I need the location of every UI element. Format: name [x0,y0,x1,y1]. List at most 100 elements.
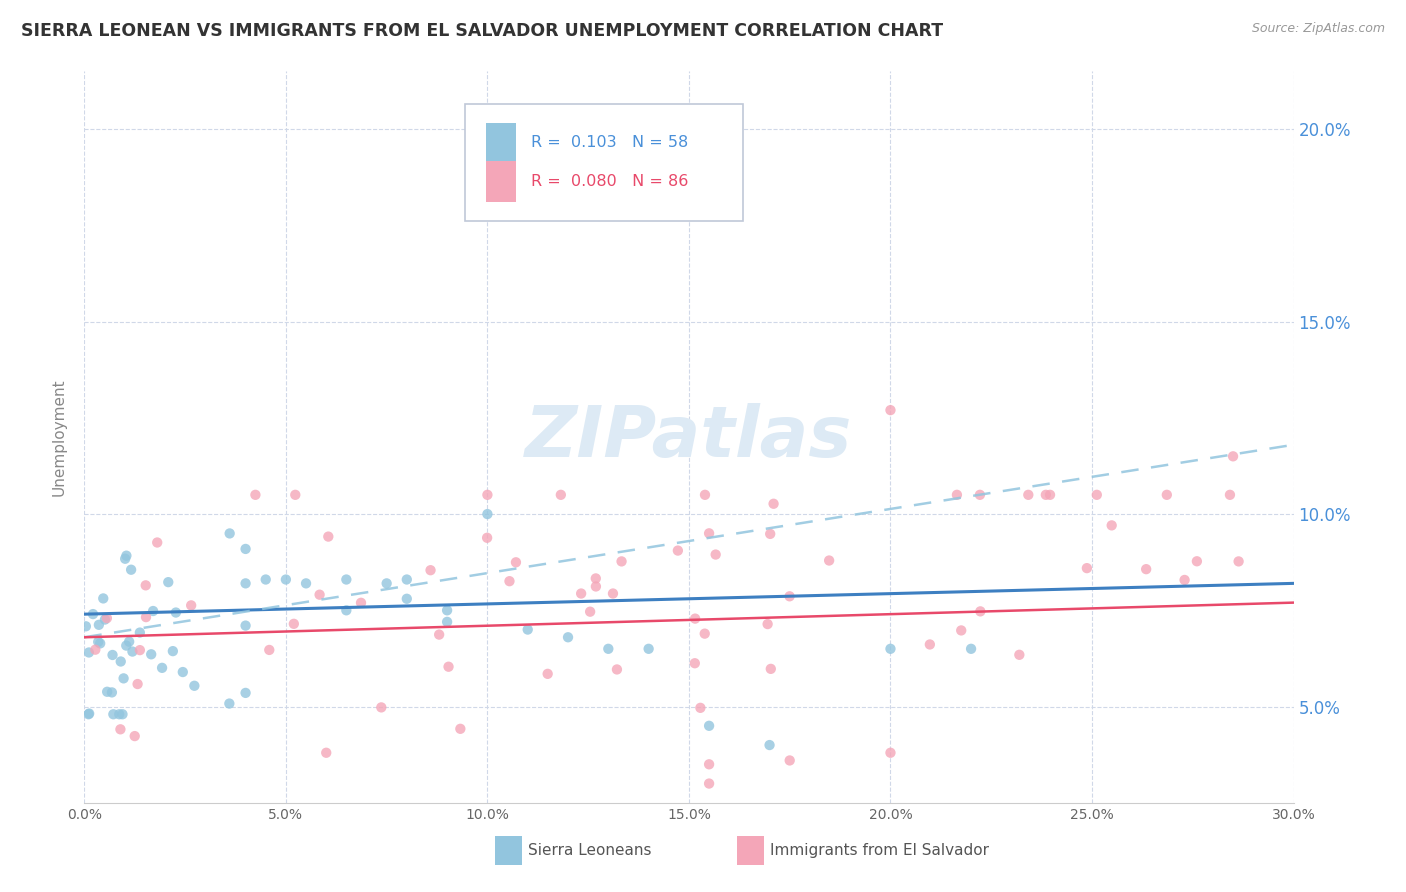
Point [118,634,141,648]
Point [183,679,205,693]
Point [157,575,180,590]
Text: R =  0.080   N = 86: R = 0.080 N = 86 [530,174,688,189]
Point [1008,648,1031,662]
Point [759,527,782,541]
Point [756,617,779,632]
Point [218,526,240,541]
Point [537,666,560,681]
Point [960,641,983,656]
Point [91,591,114,606]
Point [419,563,441,577]
Point [436,615,458,629]
Point [557,630,579,644]
Point [758,738,780,752]
Point [235,576,257,591]
Point [112,672,135,686]
Point [918,637,941,651]
Point [1185,554,1208,568]
Point [697,776,720,790]
Point [505,555,527,569]
Point [697,719,720,733]
Point [1219,488,1241,502]
Point [110,723,132,737]
Point [585,579,607,593]
Point [308,588,330,602]
Point [1076,561,1098,575]
Point [969,604,991,618]
Point [77,645,100,659]
Point [101,648,124,662]
Point [128,643,150,657]
Point [82,607,104,621]
Point [295,576,318,591]
Point [77,706,100,721]
Point [274,573,297,587]
Point [75,619,97,633]
Point [150,661,173,675]
Point [693,626,716,640]
Point [96,611,118,625]
Point [879,403,901,417]
Point [950,624,973,638]
Point [818,553,841,567]
Point [124,729,146,743]
Point [283,616,305,631]
Point [879,641,901,656]
Point [689,701,711,715]
Point [127,677,149,691]
Point [602,586,624,600]
FancyBboxPatch shape [465,104,744,221]
Point [1017,488,1039,502]
Point [128,625,150,640]
Point [1156,488,1178,502]
Point [1039,488,1062,502]
Point [759,662,782,676]
Point [350,596,373,610]
Point [120,563,142,577]
Point [89,636,111,650]
Point [84,642,107,657]
Point [1222,450,1244,464]
Point [762,497,785,511]
Point [259,643,281,657]
Point [779,754,801,768]
Point [683,657,706,671]
Point [1227,554,1250,568]
Point [427,627,450,641]
Point [165,606,187,620]
Point [579,605,602,619]
Point [697,526,720,541]
Point [585,571,607,585]
Point [693,488,716,502]
Point [96,685,118,699]
Point [142,604,165,618]
Point [235,618,257,632]
Point [437,659,460,673]
Point [235,541,257,556]
Point [1135,562,1157,576]
Text: R =  0.103   N = 58: R = 0.103 N = 58 [530,136,688,150]
Text: ZIPatlas: ZIPatlas [526,402,852,472]
Point [779,589,801,603]
Point [335,603,357,617]
Point [395,573,418,587]
Point [77,707,100,722]
Point [245,488,267,502]
Point [114,551,136,566]
Point [121,644,143,658]
Text: SIERRA LEONEAN VS IMMIGRANTS FROM EL SALVADOR UNEMPLOYMENT CORRELATION CHART: SIERRA LEONEAN VS IMMIGRANTS FROM EL SAL… [21,22,943,40]
FancyBboxPatch shape [495,836,522,865]
Point [879,746,901,760]
Point [610,554,633,568]
Point [135,578,157,592]
Point [375,576,398,591]
Point [101,685,124,699]
Point [550,488,572,502]
Point [87,635,110,649]
Point [569,586,592,600]
Point [315,746,337,760]
Text: Sierra Leoneans: Sierra Leoneans [529,843,651,858]
Point [598,641,620,656]
Y-axis label: Unemployment: Unemployment [51,378,66,496]
Point [135,610,157,624]
